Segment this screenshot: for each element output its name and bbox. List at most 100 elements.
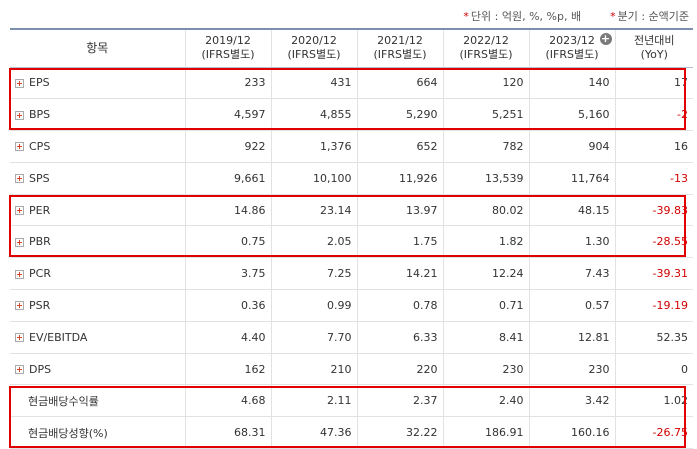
expand-plus-icon[interactable] bbox=[15, 142, 24, 152]
yoy-cell: -19.19 bbox=[614, 289, 693, 322]
table-row: EV/EBITDA 4.40 7.70 6.33 8.41 12.81 52.35 bbox=[10, 321, 693, 354]
row-label-text: CPS bbox=[29, 139, 51, 153]
value-cell: 904 bbox=[528, 130, 615, 163]
yoy-cell: -26.75 bbox=[614, 416, 693, 449]
value-cell: 3.42 bbox=[528, 384, 615, 418]
expand-plus-icon[interactable] bbox=[15, 269, 24, 279]
expand-plus-icon[interactable] bbox=[15, 237, 24, 247]
row-label[interactable]: EPS bbox=[10, 67, 185, 100]
row-label[interactable]: EV/EBITDA bbox=[10, 321, 185, 354]
yoy-cell: -39.31 bbox=[614, 257, 693, 291]
value-cell: 664 bbox=[356, 67, 443, 100]
table-row: DPS 162 210 220 230 230 0 bbox=[10, 353, 693, 386]
row-label: 현금배당성향(%) bbox=[10, 416, 185, 449]
yoy-cell: 0 bbox=[614, 353, 693, 386]
period-text: 분기 : 순액기준 bbox=[617, 10, 689, 23]
row-label[interactable]: PBR bbox=[10, 225, 185, 259]
item-column-header: 항목 bbox=[10, 28, 185, 68]
expand-plus-icon[interactable] bbox=[15, 301, 24, 311]
period-star: * bbox=[610, 10, 616, 23]
period-header-2020: 2020/12 (IFRS별도) bbox=[270, 28, 357, 68]
yoy-cell: 17 bbox=[614, 67, 693, 100]
row-label-text: 현금배당수익률 bbox=[28, 394, 99, 408]
value-cell: 0.75 bbox=[184, 225, 271, 259]
row-label: 현금배당수익률 bbox=[10, 384, 185, 418]
row-label-text: SPS bbox=[29, 171, 50, 185]
value-cell: 12.81 bbox=[528, 321, 615, 354]
value-cell: 68.31 bbox=[184, 416, 271, 449]
yoy-cell: 1.02 bbox=[614, 384, 693, 418]
value-cell: 7.43 bbox=[528, 257, 615, 291]
table-row: PER 14.86 23.14 13.97 80.02 48.15 -39.83 bbox=[10, 194, 693, 227]
value-cell: 13,539 bbox=[442, 162, 529, 195]
table-row: PCR 3.75 7.25 14.21 12.24 7.43 -39.31 bbox=[10, 257, 693, 291]
row-label-text: BPS bbox=[29, 108, 51, 122]
value-cell: 4,597 bbox=[184, 98, 271, 132]
row-label-text: EV/EBITDA bbox=[29, 330, 88, 344]
table-row: SPS 9,661 10,100 11,926 13,539 11,764 -13 bbox=[10, 162, 693, 195]
value-cell: 1.75 bbox=[356, 225, 443, 259]
period-header-2023: 2023/12 (IFRS별도) + bbox=[528, 28, 615, 68]
value-cell: 220 bbox=[356, 353, 443, 386]
value-cell: 782 bbox=[442, 130, 529, 163]
value-cell: 5,290 bbox=[356, 98, 443, 132]
value-cell: 0.57 bbox=[528, 289, 615, 322]
expand-plus-icon[interactable] bbox=[15, 206, 24, 216]
plus-circle-icon[interactable]: + bbox=[599, 32, 612, 45]
value-cell: 6.33 bbox=[356, 321, 443, 354]
period-header-2022: 2022/12 (IFRS별도) bbox=[442, 28, 529, 68]
row-label[interactable]: PCR bbox=[10, 257, 185, 291]
value-cell: 7.70 bbox=[270, 321, 357, 354]
expand-plus-icon[interactable] bbox=[15, 110, 24, 120]
yoy-cell: -13 bbox=[614, 162, 693, 195]
value-cell: 4,855 bbox=[270, 98, 357, 132]
financial-ratio-table: 항목 2019/12 (IFRS별도) 2020/12 (IFRS별도) 2021/… bbox=[10, 28, 693, 449]
value-cell: 0.78 bbox=[356, 289, 443, 322]
value-cell: 0.99 bbox=[270, 289, 357, 322]
table-row: CPS 922 1,376 652 782 904 16 bbox=[10, 130, 693, 163]
row-label[interactable]: PER bbox=[10, 194, 185, 227]
value-cell: 48.15 bbox=[528, 194, 615, 227]
row-label-text: 현금배당성향(%) bbox=[28, 426, 108, 440]
value-cell: 8.41 bbox=[442, 321, 529, 354]
row-label-text: PER bbox=[29, 203, 51, 217]
row-label[interactable]: CPS bbox=[10, 130, 185, 163]
period-header-2019: 2019/12 (IFRS별도) bbox=[184, 28, 271, 68]
expand-plus-icon[interactable] bbox=[15, 333, 24, 343]
unit-star: * bbox=[463, 10, 469, 23]
row-label[interactable]: DPS bbox=[10, 353, 185, 386]
row-label[interactable]: BPS bbox=[10, 98, 185, 132]
value-cell: 5,160 bbox=[528, 98, 615, 132]
value-cell: 162 bbox=[184, 353, 271, 386]
value-cell: 160.16 bbox=[528, 416, 615, 449]
value-cell: 10,100 bbox=[270, 162, 357, 195]
expand-plus-icon[interactable] bbox=[15, 78, 24, 88]
yoy-cell: -39.83 bbox=[614, 194, 693, 227]
expand-plus-icon[interactable] bbox=[15, 174, 24, 184]
yoy-cell: 52.35 bbox=[614, 321, 693, 354]
value-cell: 922 bbox=[184, 130, 271, 163]
table-row: 현금배당수익률 4.68 2.11 2.37 2.40 3.42 1.02 bbox=[10, 384, 693, 418]
table-row: EPS 233 431 664 120 140 17 bbox=[10, 67, 693, 100]
value-cell: 1.82 bbox=[442, 225, 529, 259]
value-cell: 120 bbox=[442, 67, 529, 100]
value-cell: 5,251 bbox=[442, 98, 529, 132]
row-label[interactable]: PSR bbox=[10, 289, 185, 322]
row-label-text: PSR bbox=[29, 298, 51, 312]
value-cell: 230 bbox=[528, 353, 615, 386]
value-cell: 1.30 bbox=[528, 225, 615, 259]
row-label-text: PCR bbox=[29, 267, 51, 281]
unit-note: * 단위 : 억원, %, %p, 배 * 분기 : 순액기준 bbox=[463, 8, 689, 24]
row-label[interactable]: SPS bbox=[10, 162, 185, 195]
value-cell: 11,764 bbox=[528, 162, 615, 195]
yoy-cell: -2 bbox=[614, 98, 693, 132]
value-cell: 652 bbox=[356, 130, 443, 163]
yoy-cell: -28.55 bbox=[614, 225, 693, 259]
value-cell: 4.68 bbox=[184, 384, 271, 418]
value-cell: 7.25 bbox=[270, 257, 357, 291]
period-header-2021: 2021/12 (IFRS별도) bbox=[356, 28, 443, 68]
value-cell: 0.36 bbox=[184, 289, 271, 322]
unit-text: 단위 : 억원, %, %p, 배 bbox=[470, 10, 582, 23]
expand-plus-icon[interactable] bbox=[15, 365, 24, 375]
value-cell: 1,376 bbox=[270, 130, 357, 163]
